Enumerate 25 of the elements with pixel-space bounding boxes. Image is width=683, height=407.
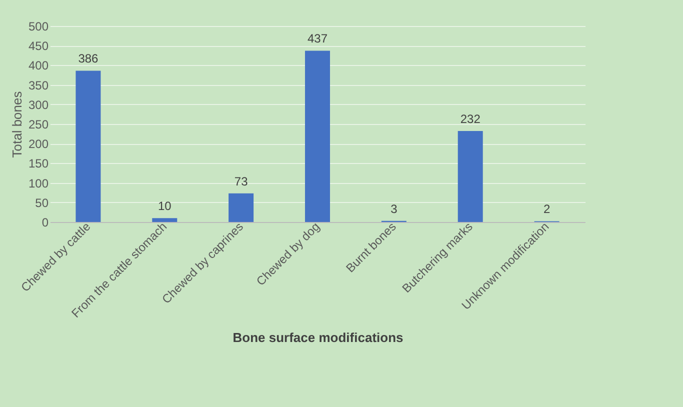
y-axis-title: Total bones [9, 90, 24, 158]
y-tick-label: 200 [28, 137, 49, 152]
y-tick-label: 0 [42, 216, 49, 230]
data-label: 437 [307, 32, 328, 46]
y-tick-label: 300 [28, 98, 49, 112]
data-label: 232 [460, 112, 481, 126]
y-tick-label: 50 [35, 196, 49, 210]
data-label: 73 [234, 174, 248, 188]
bar [76, 70, 101, 222]
data-label: 2 [543, 202, 550, 216]
bar [458, 131, 483, 222]
y-tick-label: 150 [28, 156, 49, 171]
y-tick-label: 250 [28, 118, 49, 132]
bar [305, 50, 330, 222]
bar [228, 193, 254, 222]
y-tick-label: 350 [28, 78, 49, 92]
bar [152, 218, 178, 222]
data-label: 386 [78, 52, 99, 66]
x-axis-title: Bone surface modifications [232, 330, 404, 345]
y-tick-label: 450 [28, 39, 49, 54]
y-tick-label: 500 [28, 20, 49, 34]
data-label: 10 [158, 199, 172, 214]
y-tick-label: 400 [28, 58, 49, 73]
data-label: 3 [390, 202, 398, 216]
y-tick-label: 100 [28, 176, 49, 190]
